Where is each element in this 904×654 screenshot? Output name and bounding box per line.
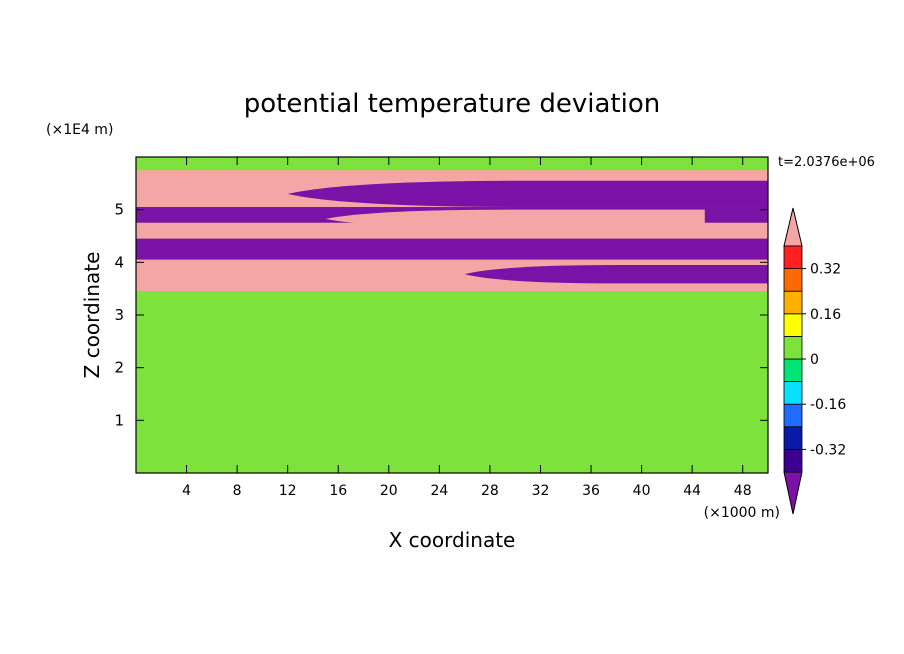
x-axis-label: X coordinate [389,528,516,552]
colorbar-segment [783,426,803,450]
colorbar-segment [783,268,803,292]
contour-plot [136,157,768,473]
y-tick-label: 3 [114,306,124,324]
colorbar-segment [783,290,803,315]
contour-band [136,440,768,473]
x-tick-label: 44 [683,483,701,499]
y-axis: 1 2 3 4 5 [114,201,768,429]
colorbar-label: -0.16 [810,397,846,413]
contour-band [136,291,768,441]
colorbar-bottom-arrow [783,471,803,515]
y-axis-label: Z coordinate [80,252,104,379]
colorbar-label: 0.16 [810,307,841,323]
y-scale-note: (×1E4 m) [46,122,113,138]
x-tick-label: 8 [233,483,242,499]
x-tick-label: 32 [532,483,550,499]
colorbar-segment [783,245,803,270]
contour-feature [464,264,768,284]
y-tick-label: 2 [114,359,124,377]
x-tick-label: 20 [380,483,398,499]
x-tick-label: 12 [279,483,297,499]
contour-band [136,259,768,271]
x-tick-label: 48 [734,483,752,499]
colorbar-label: 0 [810,352,819,368]
colorbar-segment [783,403,803,428]
x-tick-label: 36 [582,483,600,499]
contour-band [136,286,768,292]
y-tick-label: 1 [114,411,124,429]
colorbar-label: -0.32 [810,442,846,458]
x-tick-label: 28 [481,483,499,499]
contour-feature [325,209,705,229]
x-tick-label: 16 [329,483,347,499]
x-tick-label: 4 [182,483,191,499]
x-tick-label: 40 [633,483,651,499]
y-tick-label: 4 [114,253,124,271]
colorbar-segment [783,381,803,405]
x-tick-label: 24 [430,483,448,499]
colorbar-segment [783,358,803,383]
chart-title: potential temperature deviation [244,89,660,119]
colorbar-segment [783,313,803,337]
colorbar: -0.32 -0.16 0 0.16 0.32 [783,207,846,515]
y-tick-label: 5 [114,201,124,219]
colorbar-top-arrow [783,207,803,247]
time-label: t=2.0376e+06 [778,155,875,170]
colorbar-label: 0.32 [810,262,841,278]
x-axis: 4 8 12 16 20 24 28 32 36 40 44 48 [182,157,752,499]
x-scale-note: (×1000 m) [704,505,780,521]
contour-band [136,157,768,171]
contour-band [136,238,768,260]
colorbar-segment [783,448,803,473]
colorbar-segment [783,335,803,360]
contour-feature [287,180,768,208]
